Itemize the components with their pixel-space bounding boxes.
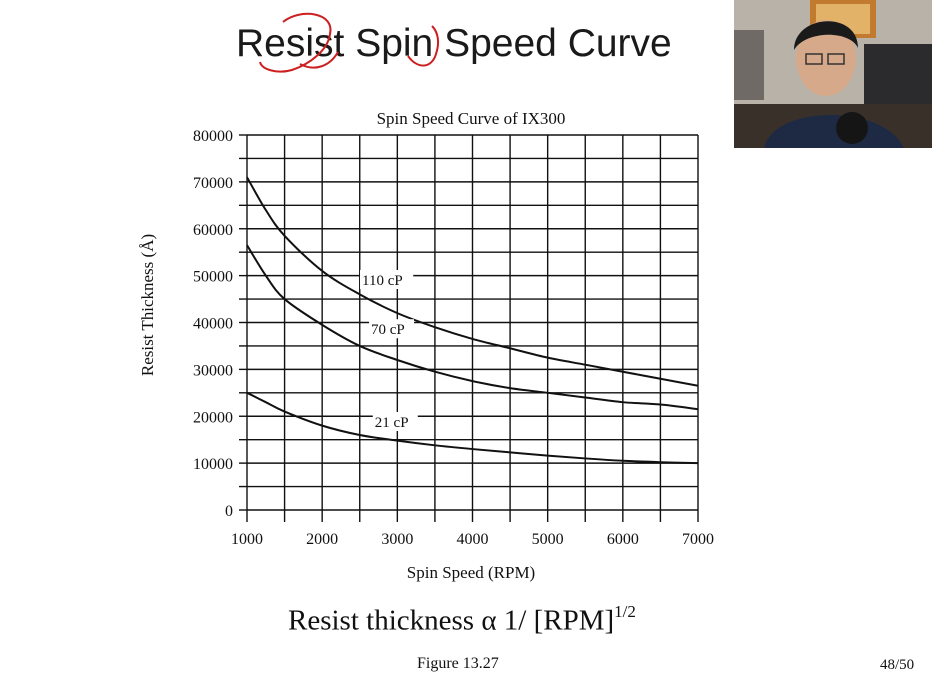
chart-ticks: 1000 2000 3000 4000 5000 6000 7000010000200003… xyxy=(193,128,714,548)
y-tick-label: 80000 xyxy=(193,128,233,145)
y-tick-label: 20000 xyxy=(193,409,233,426)
page-number: 48/50 xyxy=(880,657,915,673)
y-tick-label: 10000 xyxy=(193,456,233,473)
thickness-formula: Resist thickness α 1/ [RPM]1/2 xyxy=(288,602,636,638)
chart-grid xyxy=(246,134,699,511)
webcam-video xyxy=(734,0,932,148)
formula-exponent: 1/2 xyxy=(614,602,636,621)
x-tick-label: 4000 xyxy=(457,531,489,548)
x-tick-label: 1000 xyxy=(231,531,263,548)
series-label: 110 cP xyxy=(362,273,403,289)
series-label: 21 cP xyxy=(375,415,409,431)
series-label-background xyxy=(360,270,414,289)
series-line xyxy=(246,176,699,387)
x-tick-label: 3000 xyxy=(381,531,413,548)
figure-caption: Figure 13.27 xyxy=(417,655,499,672)
y-tick-label: 40000 xyxy=(193,316,233,333)
series-label: 70 cP xyxy=(371,322,405,338)
series-label-background xyxy=(372,412,418,432)
y-tick-label: 0 xyxy=(225,503,233,520)
series-label-background xyxy=(369,319,415,339)
y-tick-label: 30000 xyxy=(193,362,233,379)
y-tick-label: 50000 xyxy=(193,269,233,286)
x-tick-label: 2000 xyxy=(306,531,338,548)
series-line xyxy=(246,244,699,411)
y-axis-title: Resist Thickness (Å) xyxy=(138,234,157,376)
presenter-image xyxy=(734,0,932,148)
chart-title: Spin Speed Curve of IX300 xyxy=(377,109,566,128)
x-tick-label: 5000 xyxy=(532,531,564,548)
chart-series: 110 cP 70 cP 21 cP xyxy=(246,176,699,465)
x-tick-label: 6000 xyxy=(607,531,639,548)
x-tick-label: 7000 xyxy=(682,531,714,548)
y-tick-label: 60000 xyxy=(193,222,233,239)
y-tick-label: 70000 xyxy=(193,175,233,192)
series-line xyxy=(246,391,699,465)
formula-text: Resist thickness α 1/ [RPM] xyxy=(288,604,615,637)
x-axis-title: Spin Speed (RPM) xyxy=(407,563,535,582)
